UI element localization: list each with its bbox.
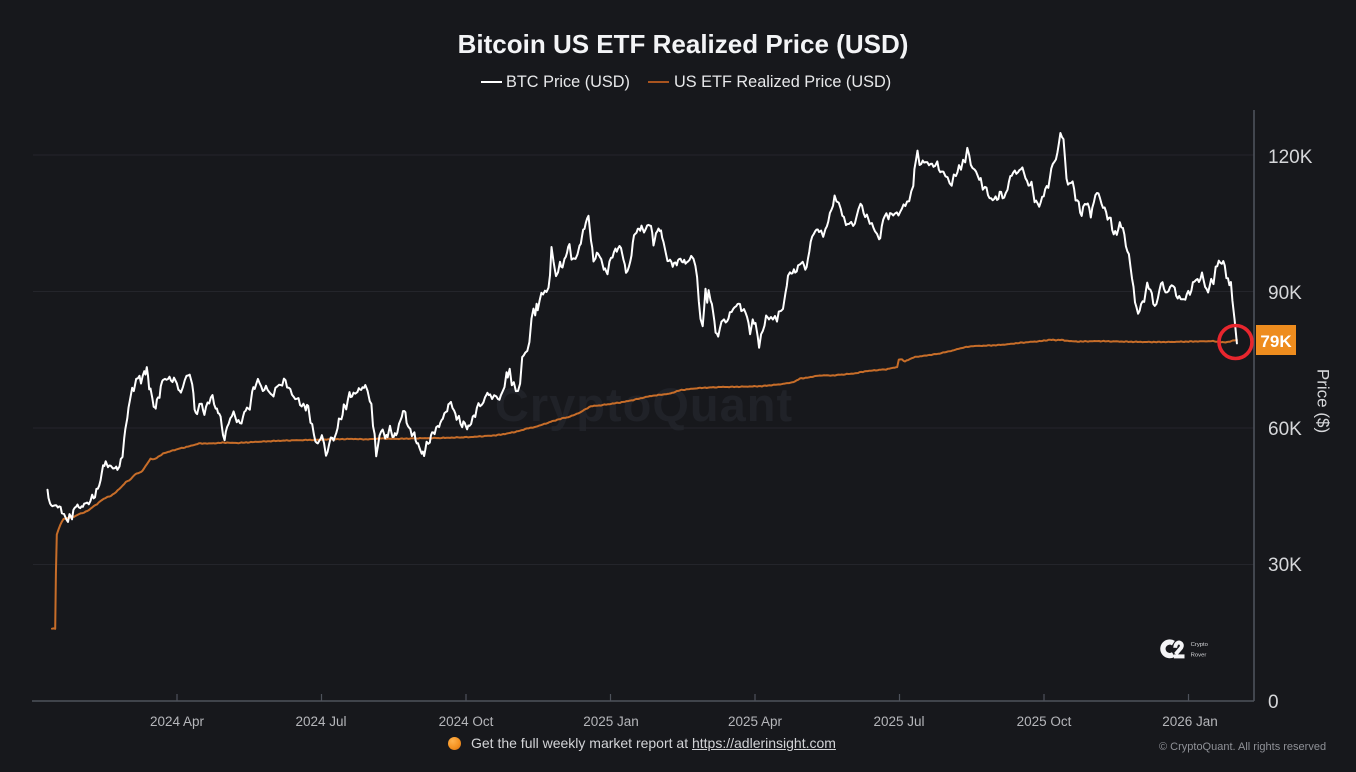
svg-text:Rover: Rover (1191, 652, 1207, 658)
svg-text:0: 0 (1268, 692, 1279, 713)
svg-text:79K: 79K (1260, 332, 1292, 351)
svg-text:60K: 60K (1268, 419, 1302, 440)
svg-text:Price ($): Price ($) (1314, 369, 1333, 433)
svg-text:2025 Apr: 2025 Apr (728, 714, 783, 729)
svg-text:Crypto: Crypto (1191, 642, 1209, 648)
svg-text:2025 Jan: 2025 Jan (583, 714, 639, 729)
svg-text:30K: 30K (1268, 555, 1302, 576)
svg-text:2024 Oct: 2024 Oct (439, 714, 494, 729)
svg-text:2025 Oct: 2025 Oct (1017, 714, 1072, 729)
svg-text:2025 Jul: 2025 Jul (873, 714, 924, 729)
svg-text:120K: 120K (1268, 147, 1313, 168)
svg-text:2024 Apr: 2024 Apr (150, 714, 205, 729)
svg-text:90K: 90K (1268, 283, 1302, 304)
svg-text:2026 Jan: 2026 Jan (1162, 714, 1218, 729)
svg-text:2024 Jul: 2024 Jul (295, 714, 346, 729)
